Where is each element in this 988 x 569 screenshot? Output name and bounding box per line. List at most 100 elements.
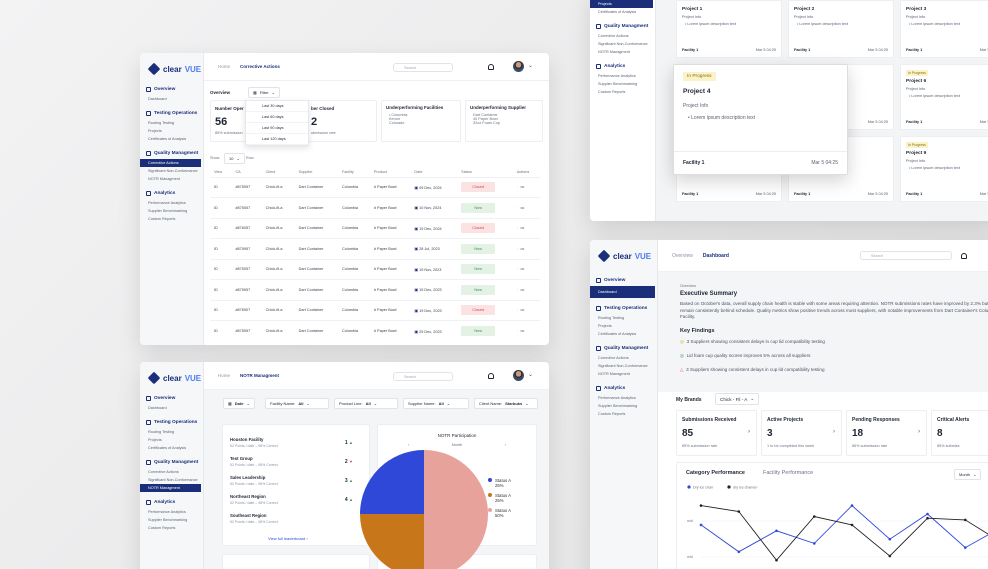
filter-button[interactable]: ▦ Filter ⌄	[248, 87, 281, 98]
sidebar-item[interactable]: Performance Analytics	[148, 201, 186, 205]
sidebar-item[interactable]: Performance Analytics	[598, 74, 636, 78]
project-card[interactable]: In Progress Project 9 Project Info • Lorem …	[900, 136, 988, 202]
col-header[interactable]: CA	[235, 169, 241, 174]
data-point[interactable]	[699, 504, 703, 507]
col-header[interactable]: View	[214, 169, 223, 174]
row-actions[interactable]: ◦ •••	[512, 217, 540, 239]
more-icon[interactable]: •••	[520, 308, 525, 313]
project-card[interactable]: Project 2 Project Info • Lorem ipsum descr…	[788, 0, 894, 58]
period-next-icon[interactable]: ›	[504, 443, 506, 447]
sidebar-item[interactable]: Performance Analytics	[598, 396, 636, 400]
perf-period-select[interactable]: Month ⌄	[954, 469, 982, 480]
sidebar-item[interactable]: Significant Non-Conformance	[598, 364, 648, 368]
row-actions[interactable]: ◦ •••	[512, 279, 540, 300]
data-point[interactable]	[775, 558, 778, 562]
more-icon[interactable]: •••	[520, 329, 525, 333]
sidebar-item[interactable]: Supplier Benchmarking	[598, 82, 638, 86]
data-point[interactable]	[926, 512, 929, 516]
table-row[interactable]: ID #875957 Chick-fil-a Dart Container Columb…	[210, 238, 540, 259]
sidebar-item[interactable]: Routing Testing	[148, 121, 175, 125]
sidebar-item[interactable]: Corrective Actions	[598, 356, 629, 360]
more-icon[interactable]: •••	[520, 246, 525, 251]
row-actions[interactable]: ◦ •••	[512, 176, 540, 198]
view-icon[interactable]: ◦	[516, 267, 519, 272]
sidebar-analytics[interactable]: Analytics	[146, 191, 203, 196]
view-icon[interactable]: ◦	[516, 226, 519, 231]
more-icon[interactable]: •••	[520, 226, 525, 231]
sidebar-item-dashboard[interactable]: Dashboard	[590, 286, 655, 298]
col-header[interactable]: Date	[414, 169, 423, 174]
kpi-card[interactable]: Submissions Received 85 85% submission rat…	[676, 410, 757, 456]
view-leaderboard-link[interactable]: View full leaderboard ›	[268, 536, 308, 541]
search-input[interactable]: Search	[393, 372, 453, 381]
sidebar-item-projects[interactable]: Projects	[590, 0, 653, 8]
data-point[interactable]	[737, 510, 741, 513]
col-header[interactable]: Supplier	[298, 169, 313, 174]
table-row[interactable]: ID #875057 Chick-fil-a Dart Container Columb…	[210, 258, 540, 280]
facility-filter[interactable]: Facility Name: All ⌄	[265, 398, 329, 409]
data-point[interactable]	[699, 523, 703, 527]
sidebar-quality[interactable]: Quality Managment	[146, 460, 203, 465]
row-actions[interactable]: ◦ •••	[512, 320, 540, 341]
data-point[interactable]	[964, 518, 967, 522]
sidebar-overview[interactable]: Overview	[596, 278, 657, 283]
sidebar-item[interactable]: Custom Reports	[598, 412, 626, 416]
data-point[interactable]	[926, 516, 929, 520]
more-icon[interactable]: •••	[520, 267, 525, 272]
col-header[interactable]: Client	[265, 169, 276, 174]
table-row[interactable]: ID #876907 Chick-fil-a Dart Container Columb…	[210, 299, 540, 321]
sidebar-item[interactable]: Corrective Actions	[148, 470, 179, 474]
sidebar-item[interactable]: Routing Testing	[148, 430, 175, 434]
date-filter[interactable]: ▦ Date ⌄	[223, 398, 255, 409]
view-icon[interactable]: ◦	[516, 185, 519, 190]
sidebar-item[interactable]: NOTR Managment	[598, 50, 630, 54]
brand-select[interactable]: Chick - Fil - A ⌄	[715, 393, 760, 405]
sidebar-item[interactable]: Certificates of Analysis	[598, 10, 637, 14]
row-actions[interactable]: ◦ •••	[512, 197, 540, 218]
data-point[interactable]	[850, 523, 854, 527]
sidebar-item[interactable]: Supplier Benchmarking	[148, 209, 188, 213]
sidebar-item[interactable]: Custom Reports	[598, 90, 626, 94]
bell-icon[interactable]	[961, 253, 967, 259]
sidebar-item-notr[interactable]: NOTR Managment	[140, 484, 201, 492]
more-icon[interactable]: •••	[520, 287, 525, 292]
col-header[interactable]: Product	[373, 169, 387, 174]
sidebar-item[interactable]: Corrective Actions	[598, 34, 629, 38]
row-actions[interactable]: ◦ •••	[512, 238, 540, 259]
col-header[interactable]: Facility	[342, 169, 354, 174]
sidebar-item-dashboard[interactable]: Dashboard	[148, 406, 167, 410]
leaderboard-row[interactable]: Southeast Region 52 Points / date – 98% C…	[230, 513, 363, 529]
sidebar-overview[interactable]: Overview	[146, 396, 203, 401]
pie-slice[interactable]	[360, 514, 424, 569]
row-actions[interactable]: ◦ •••	[512, 258, 540, 280]
leaderboard-row[interactable]: Sales Leadership 52 Points / date – 98% C…	[230, 475, 363, 491]
client-filter[interactable]: Client Name: Starbuks ⌄	[474, 398, 538, 409]
table-row[interactable]: ID #875957 Chick-fil-a Dart Container Columb…	[210, 176, 540, 198]
sidebar-item[interactable]: Routing Testing	[598, 316, 625, 320]
chevron-right-icon[interactable]: ›	[918, 429, 920, 435]
sidebar-item[interactable]: Custom Reports	[148, 217, 176, 221]
sidebar-quality[interactable]: Quality Managment	[596, 24, 655, 29]
sidebar-item-dashboard[interactable]: Dashboard	[148, 97, 167, 101]
data-point[interactable]	[888, 554, 892, 558]
sidebar-item[interactable]: NOTR Managment	[148, 177, 180, 181]
data-point[interactable]	[775, 529, 778, 533]
table-row[interactable]: ID #875957 Chick-fil-a Dart Container Columb…	[210, 320, 540, 341]
period-prev-icon[interactable]: ‹	[408, 443, 410, 447]
pie-slice[interactable]	[360, 450, 424, 514]
project-card[interactable]: Project 1 Project Info • Lorem ipsum descr…	[676, 0, 782, 58]
sidebar-item[interactable]: Supplier Benchmarking	[148, 518, 188, 522]
row-actions[interactable]: ◦ •••	[512, 299, 540, 321]
col-header[interactable]: Status	[461, 169, 472, 174]
chevron-right-icon[interactable]: ›	[748, 429, 750, 435]
pie-slice[interactable]	[424, 450, 488, 569]
sidebar-item[interactable]: Significant Non-Conformance	[148, 478, 198, 482]
data-point[interactable]	[850, 504, 854, 507]
filter-option[interactable]: Last 120 days	[246, 134, 308, 145]
view-icon[interactable]: ◦	[516, 287, 519, 292]
sidebar-item[interactable]: NOTR Managment	[598, 372, 630, 376]
product-line-filter[interactable]: Product Line: All ⌄	[334, 398, 398, 409]
kpi-card[interactable]: Pending Responses 18 85% submission rate ›	[846, 410, 927, 456]
leaderboard-row[interactable]: Test Group 52 Points / date – 98% Correct…	[230, 456, 363, 472]
